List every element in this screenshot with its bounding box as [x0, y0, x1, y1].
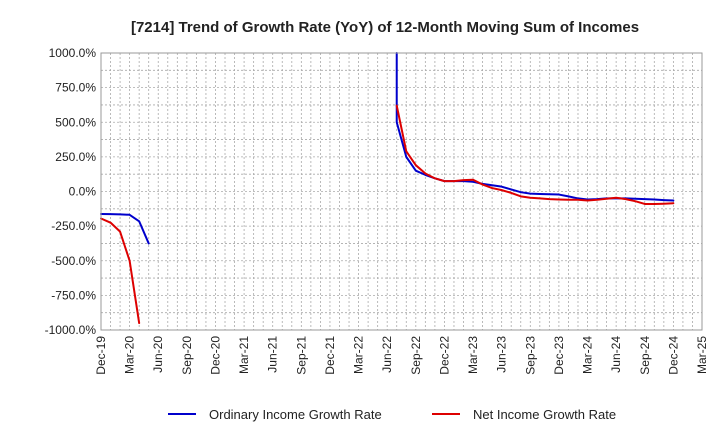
y-tick-label: 1000.0%	[49, 46, 97, 60]
x-tick-label: Dec-23	[552, 336, 566, 375]
x-tick-label: Mar-24	[581, 336, 595, 374]
x-tick-label: Sep-22	[409, 336, 423, 375]
x-tick-label: Sep-24	[638, 336, 652, 375]
x-tick-label: Sep-23	[523, 336, 537, 375]
y-tick-label: 250.0%	[55, 150, 96, 164]
x-tick-label: Mar-22	[352, 336, 366, 374]
legend-label-net-income: Net Income Growth Rate	[473, 407, 616, 422]
series-lines	[100, 52, 675, 325]
y-tick-label: -250.0%	[51, 219, 96, 233]
y-tick-label: -500.0%	[51, 254, 96, 268]
grid-lines	[100, 52, 703, 331]
x-axis-ticks: Dec-19 Mar-20 Jun-20 Sep-20 Dec-20 Mar-21 Jun-…	[94, 336, 709, 375]
y-tick-label: 0.0%	[69, 185, 97, 199]
y-tick-label: -1000.0%	[45, 323, 97, 337]
x-tick-label: Mar-21	[237, 336, 251, 374]
x-tick-label: Dec-19	[94, 336, 108, 375]
y-tick-label: -750.0%	[51, 288, 96, 302]
x-tick-label: Jun-22	[380, 336, 394, 373]
x-tick-label: Dec-20	[208, 336, 222, 375]
x-tick-label: Sep-21	[294, 336, 308, 375]
x-tick-label: Mar-25	[695, 336, 709, 374]
y-axis-ticks: 1000.0% 750.0% 500.0% 250.0% 0.0% -250.0% -500…	[45, 46, 97, 337]
ordinary-income-growth-line	[100, 212, 150, 245]
x-tick-label: Dec-22	[437, 336, 451, 375]
net-income-growth-line	[100, 217, 141, 325]
x-tick-label: Mar-20	[123, 336, 137, 374]
plot-area-frame	[100, 52, 703, 331]
legend: Ordinary Income Growth Rate Net Income Gr…	[168, 407, 616, 422]
net-income-growth-line	[395, 104, 675, 205]
chart-title: [7214] Trend of Growth Rate (YoY) of 12-…	[131, 19, 639, 36]
x-tick-label: Dec-24	[666, 336, 680, 375]
x-tick-label: Dec-21	[323, 336, 337, 375]
y-tick-label: 500.0%	[55, 115, 96, 129]
y-tick-label: 750.0%	[55, 81, 96, 95]
x-tick-label: Jun-24	[609, 336, 623, 373]
x-tick-label: Sep-20	[180, 336, 194, 375]
x-tick-label: Mar-23	[466, 336, 480, 374]
x-tick-label: Jun-23	[495, 336, 509, 373]
x-tick-label: Jun-20	[151, 336, 165, 373]
x-tick-label: Jun-21	[266, 336, 280, 373]
legend-label-ordinary-income: Ordinary Income Growth Rate	[209, 407, 382, 422]
